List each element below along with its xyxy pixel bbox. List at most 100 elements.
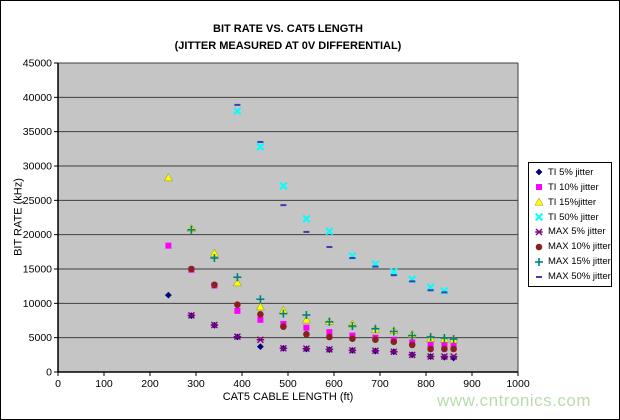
data-point-square	[427, 342, 434, 349]
legend-marker-triangle-icon	[534, 197, 544, 206]
legend-marker-circle-icon	[535, 243, 543, 251]
y-tick-label: 45000	[23, 58, 52, 70]
legend-item: TI 10% jitter	[533, 182, 611, 193]
data-point-diamond	[257, 343, 264, 350]
data-point-circle	[390, 338, 398, 346]
y-axis-title: BIT RATE (kHz)	[12, 178, 25, 256]
data-point-circle	[303, 330, 310, 338]
legend-item: TI 15%jitter	[533, 197, 611, 208]
legend-item: MAX 15% jitter	[533, 256, 611, 267]
data-point-circle	[441, 345, 448, 353]
x-axis-title: CAT5 CABLE LENGTH (ft)	[222, 391, 354, 403]
chart-title: BIT RATE VS. CAT5 LENGTH	[213, 23, 363, 35]
data-point-dash	[280, 204, 287, 207]
data-point-dash	[326, 246, 333, 249]
y-tick-label: 20000	[23, 229, 52, 241]
y-tick-label: 15000	[23, 264, 52, 276]
legend-marker-diamond-icon	[535, 169, 543, 176]
legend-marker-star-icon	[535, 228, 543, 236]
legend-marker-x-icon	[534, 212, 544, 222]
data-point-square	[441, 342, 448, 349]
x-tick-label: 400	[233, 378, 251, 390]
data-point-triangle	[163, 173, 173, 182]
plot-background	[58, 63, 518, 372]
data-point-dash	[303, 230, 310, 233]
y-tick-label: 5000	[29, 332, 53, 344]
legend-item: TI 50% jitter	[533, 212, 611, 223]
legend-label: TI 15%jitter	[548, 196, 597, 208]
legend-label: MAX 10% jitter	[548, 241, 611, 253]
data-point-dash	[427, 289, 434, 292]
legend-label: TI 10% jitter	[548, 181, 599, 193]
legend-label: TI 50% jitter	[548, 211, 599, 223]
x-tick-label: 800	[417, 378, 435, 390]
series-max-5-jitter	[187, 311, 458, 361]
data-point-x	[256, 142, 265, 151]
y-tick-label: 30000	[23, 161, 52, 173]
y-tick-label: 35000	[23, 126, 52, 138]
x-tick-label: 900	[463, 378, 481, 390]
data-point-dash	[257, 140, 264, 143]
data-point-square	[234, 307, 241, 314]
legend-item: TI 5% jitter	[533, 167, 611, 178]
data-point-x	[325, 227, 334, 236]
data-point-x	[233, 106, 242, 116]
y-tick-label: 40000	[23, 92, 52, 104]
data-point-square	[257, 316, 264, 323]
legend-marker-square-icon	[536, 184, 542, 191]
data-point-x	[389, 267, 398, 276]
x-tick-label: 500	[279, 378, 297, 390]
data-point-x	[302, 214, 311, 223]
data-point-circle	[408, 341, 416, 349]
x-tick-label: 300	[187, 378, 205, 390]
series-max-50-jitter	[234, 103, 448, 294]
legend-marker-dash-icon	[536, 275, 542, 278]
data-point-dash	[441, 291, 448, 294]
data-point-x	[279, 181, 288, 191]
data-point-square	[326, 329, 333, 336]
legend-label: MAX 15% jitter	[548, 256, 611, 268]
data-point-circle	[280, 323, 287, 330]
data-point-diamond	[535, 169, 543, 176]
data-point-triangle	[255, 302, 265, 311]
legend-item: MAX 50% jitter	[533, 271, 611, 282]
data-point-circle	[450, 345, 457, 353]
data-point-circle	[257, 311, 264, 318]
data-point-circle	[326, 333, 333, 341]
series-max-10-jitter	[188, 265, 457, 353]
x-tick-label: 0	[55, 378, 61, 390]
data-point-circle	[535, 243, 543, 251]
data-point-dash	[234, 103, 241, 106]
data-point-x	[534, 212, 544, 222]
data-point-square	[536, 184, 542, 191]
data-point-dash	[390, 274, 397, 277]
x-tick-label: 100	[95, 378, 113, 390]
data-point-diamond	[165, 291, 172, 299]
x-tick-label: 600	[325, 378, 343, 390]
legend-label: TI 5% jitter	[548, 166, 594, 178]
y-tick-label: 25000	[23, 195, 52, 207]
data-point-circle	[211, 281, 218, 289]
data-point-circle	[234, 301, 241, 309]
watermark: www.cntronics.com	[437, 391, 591, 410]
data-point-triangle	[232, 278, 242, 287]
data-point-circle	[349, 335, 356, 342]
data-point-dash	[409, 280, 416, 283]
data-point-circle	[372, 336, 379, 344]
y-tick-label: 0	[46, 367, 52, 379]
data-point-circle	[188, 265, 195, 273]
data-point-triangle	[534, 197, 544, 206]
series-max-15-jitter	[187, 225, 458, 344]
legend-item: MAX 5% jitter	[533, 226, 611, 237]
data-point-square	[303, 324, 310, 331]
data-point-circle	[427, 345, 434, 353]
x-tick-label: 200	[141, 378, 159, 390]
data-point-square	[165, 242, 172, 249]
x-tick-label: 700	[371, 378, 389, 390]
data-point-dash	[349, 257, 356, 260]
data-point-triangle	[301, 315, 311, 324]
legend-label: MAX 5% jitter	[548, 226, 606, 238]
data-point-dash	[536, 275, 542, 278]
